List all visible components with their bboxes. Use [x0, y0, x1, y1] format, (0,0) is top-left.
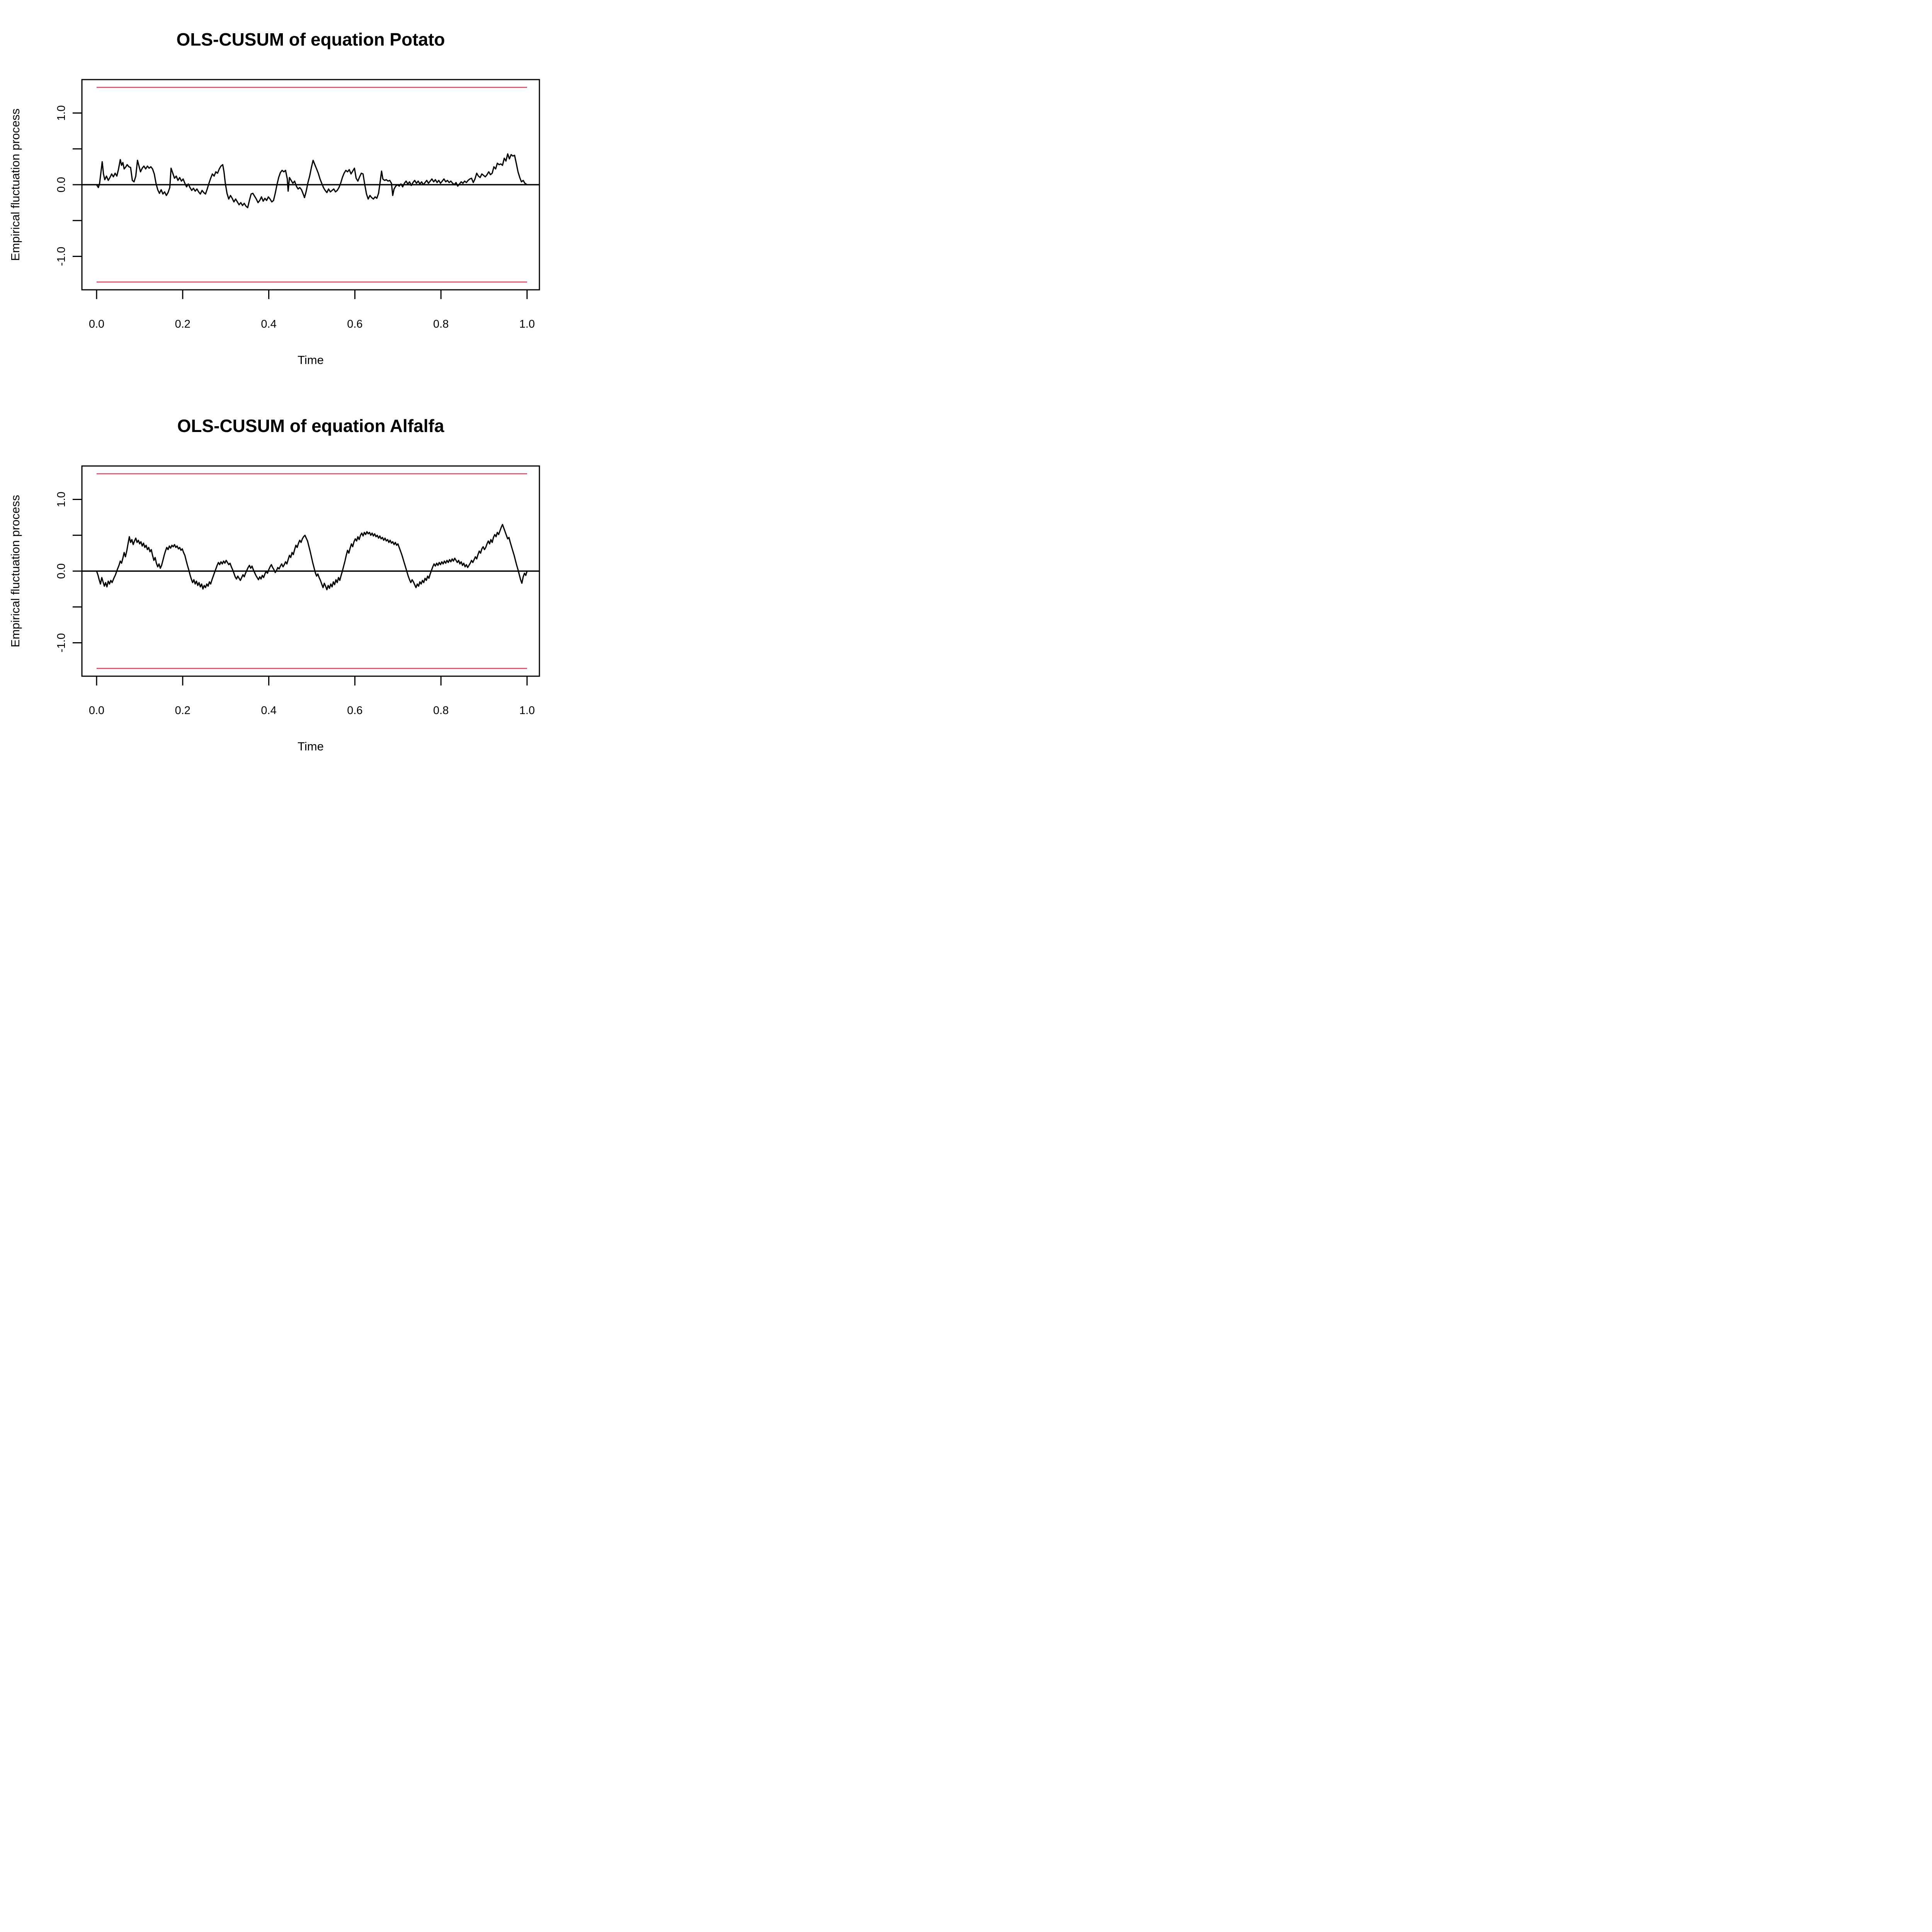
x-tick-label: 1.0 — [519, 704, 535, 717]
x-tick-label: 0.2 — [175, 704, 190, 717]
x-tick-label: 0.4 — [261, 704, 276, 717]
x-tick-label: 0.0 — [89, 318, 104, 330]
y-tick-label: -1.0 — [55, 633, 68, 653]
x-axis: 0.0 0.2 0.4 0.6 0.8 1.0 — [89, 290, 535, 330]
x-tick-label: 0.2 — [175, 318, 190, 330]
x-axis-label: Time — [298, 740, 324, 753]
cusum-process-line — [96, 153, 528, 209]
cusum-chart-potato: OLS-CUSUM of equation Potato Empirical f… — [9, 29, 540, 367]
series-group — [96, 524, 528, 590]
plot-box — [81, 79, 540, 291]
plot-title: OLS-CUSUM of equation Alfalfa — [177, 416, 444, 436]
x-tick-label: 0.8 — [433, 318, 449, 330]
x-tick-label: 0.6 — [347, 318, 362, 330]
boundary-lines — [97, 87, 527, 283]
plot-box-group — [81, 465, 540, 677]
y-axis: 1.0 0.0 -1.0 — [55, 492, 82, 652]
x-tick-label: 0.6 — [347, 704, 362, 717]
plot-box-group — [81, 79, 540, 291]
y-tick-label: -1.0 — [55, 247, 68, 266]
y-axis: 1.0 0.0 -1.0 — [55, 105, 82, 266]
plot-title: OLS-CUSUM of equation Potato — [176, 29, 445, 49]
y-tick-label: 1.0 — [55, 492, 68, 507]
x-tick-label: 1.0 — [519, 318, 535, 330]
x-axis-label: Time — [298, 353, 324, 367]
figure-canvas: OLS-CUSUM of equation Potato Empirical f… — [0, 0, 580, 773]
plot-box — [81, 465, 540, 677]
y-axis-label: Empirical fluctuation process — [9, 109, 22, 261]
y-axis-label: Empirical fluctuation process — [9, 495, 22, 648]
x-tick-label: 0.0 — [89, 704, 104, 717]
cusum-chart-alfalfa: OLS-CUSUM of equation Alfalfa Empirical … — [9, 416, 540, 753]
y-tick-label: 0.0 — [55, 177, 68, 192]
series-group — [96, 153, 528, 209]
boundary-lines — [97, 473, 527, 669]
x-axis: 0.0 0.2 0.4 0.6 0.8 1.0 — [89, 676, 535, 717]
x-tick-label: 0.4 — [261, 318, 276, 330]
y-tick-label: 1.0 — [55, 105, 68, 121]
y-tick-label: 0.0 — [55, 563, 68, 579]
x-tick-label: 0.8 — [433, 704, 449, 717]
cusum-process-line — [96, 524, 528, 590]
